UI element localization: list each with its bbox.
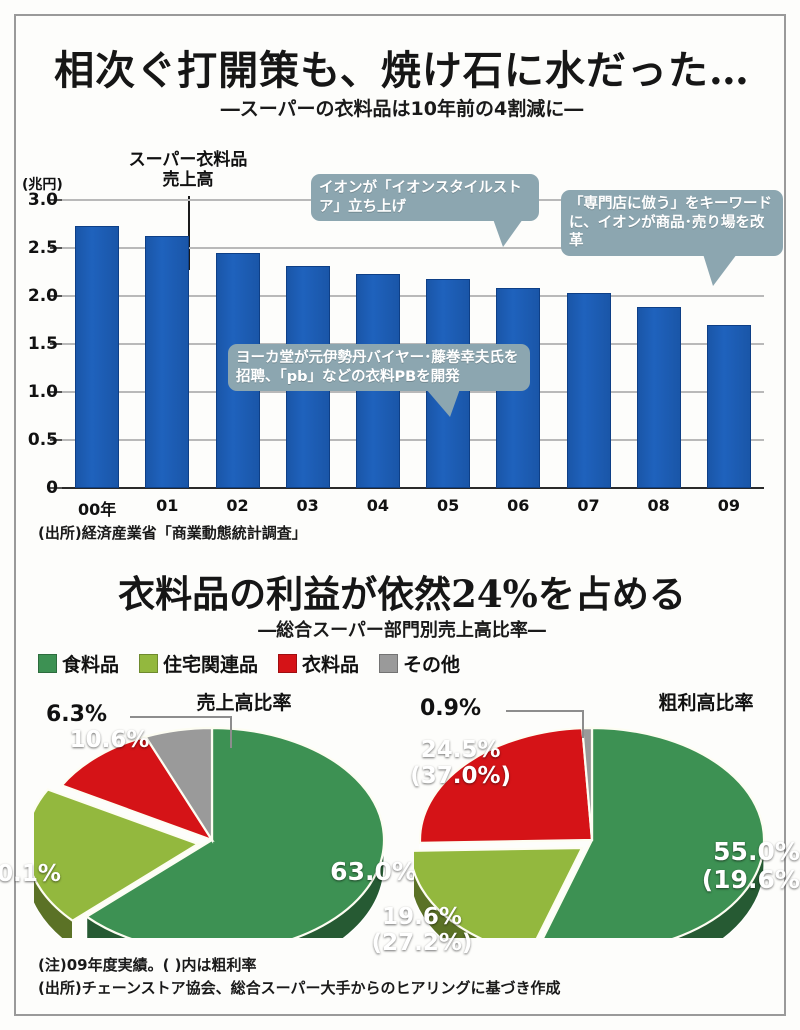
callout-bubble-aeon-reform: 「専門店に倣う」をキーワードに、イオンが商品･売り場を改革 [561,190,783,286]
pie-slice [418,727,594,844]
legend-swatch-icon [278,654,298,673]
callout-bubble-aeon-style-store: イオンが「イオンスタイルストア」立ち上げ [311,174,539,248]
x-axis-tick-label: 06 [507,496,530,515]
legend-label: 住宅関連品 [163,654,259,676]
series-label: スーパー衣料品 売上高 [88,150,288,190]
y-axis-tick-mark [50,199,62,201]
x-axis-line [62,487,764,489]
pie-slices [414,726,766,938]
pie-leader-line-horizontal [506,710,582,712]
legend-swatch-icon [379,654,399,673]
y-axis-tick-label: 2.5 [27,238,58,258]
legend-item-0: 食料品 [38,650,119,677]
pie-slice [541,726,766,938]
y-axis-tick-mark [50,247,62,249]
section1-subheadline: ―スーパーの衣料品は10年前の4割減に― [220,98,584,120]
y-axis-tick-label: 1.5 [27,334,58,354]
pie-title: 粗利高比率 [658,692,754,714]
legend-item-2: 衣料品 [278,650,359,677]
series-label-line1: スーパー衣料品 [128,150,248,170]
pie-slice [84,726,386,938]
legend-swatch-icon [38,654,57,673]
section2-subheadline: ―総合スーパー部門別売上高比率― [258,620,546,641]
y-axis-tick-label: 0 [46,478,58,498]
bar-chart: (兆円) スーパー衣料品 売上高 3.0 2.5 2.0 1.5 1.0 0.5 0 00年 0… [16,134,788,542]
pie-svg [414,726,766,938]
callout-bubble-yokado-pb: ヨーカ堂が元伊勢丹バイヤー･藤巻幸夫氏を招聘、「pb」などの衣料PBを開発 [228,344,530,418]
pie-slice [414,846,584,938]
callout-text-2: 「専門店に倣う」をキーワードに、イオンが商品･売り場を改革 [569,196,772,250]
callout-tail-2 [703,253,737,286]
pie-legend: 食料品 住宅関連品 衣料品 その他 [38,650,460,677]
x-axis-tick-label: 00年 [77,500,117,519]
pie-slices [34,726,386,938]
callout-tail-3 [426,389,460,418]
series-label-line2: 売上高 [162,170,214,191]
legend-item-3: その他 [379,650,460,677]
legend-swatch-icon [139,654,159,673]
legend-label: 食料品 [62,654,120,676]
legend-item-1: 住宅関連品 [139,650,258,677]
section1-source: (出所)経済産業省「商業動態統計調査」 [38,524,307,542]
callout-tail-1 [493,219,523,248]
page-frame: 相次ぐ打開策も、焼け石に水だった… ―スーパーの衣料品は10年前の4割減に― (… [0,14,800,1016]
bar [566,293,611,488]
x-axis-tick-label: 09 [717,496,741,515]
x-axis-tick-label: 03 [296,496,319,515]
x-axis-tick-label: 05 [436,496,460,515]
y-axis-tick-label: 2.0 [27,286,58,306]
legend-label: 衣料品 [302,654,360,676]
y-axis-tick-mark [50,343,62,345]
y-axis-tick-label: 1.0 [27,382,58,402]
x-axis-tick-label: 04 [366,496,390,515]
x-axis-tick-label: 07 [577,496,600,515]
gridline [62,247,764,249]
pie-svg [34,726,386,938]
note-line-2: (出所)チェーンストア協会、総合スーパー大手からのヒアリングに基づき作成 [38,979,561,998]
gridline [62,295,764,297]
y-axis-tick-label: 0.5 [27,430,58,450]
x-axis-tick-label: 01 [156,496,179,515]
gridline [62,439,764,441]
x-axis-tick-label: 08 [647,496,670,515]
pie-slice [34,788,201,922]
x-axis-tick-label: 02 [226,496,249,515]
pie-leader-line-vertical [582,710,584,738]
y-axis-tick-mark [50,391,62,393]
note-line-1: (注)09年度実績。( )内は粗利率 [38,956,257,974]
section2-headline: 衣料品の利益が依然24%を占める [118,572,686,616]
bar [75,225,120,488]
y-axis-tick-mark [50,439,62,441]
y-axis-unit-label: (兆円) [22,177,63,193]
pie-outside-label: 0.9% [420,696,482,721]
y-axis-tick-mark [50,295,62,297]
y-axis-tick-mark [50,487,62,489]
section1-headline: 相次ぐ打開策も、焼け石に水だった… [54,47,750,94]
pie-title: 売上高比率 [196,692,292,714]
legend-label: その他 [403,654,461,676]
pie-slice [143,726,214,844]
pie-chart-1: 粗利高比率55.0%(19.6%)19.6%(27.2%)24.5%(37.0%… [372,688,800,955]
bar [145,235,190,488]
bar [706,324,751,488]
section2-notes: (注)09年度実績。( )内は粗利率 (出所)チェーンストア協会、総合スーパー大… [38,954,561,1001]
pie-slice [59,735,215,843]
series-leader-line [188,196,190,270]
pie-leader-line-vertical [230,716,232,748]
gridline [62,391,764,393]
bar [636,306,681,488]
pie-outside-label: 6.3% [46,702,108,727]
y-axis-tick-label: 3.0 [27,190,58,210]
callout-text-1: イオンが「イオンスタイルストア」立ち上げ [319,180,522,215]
callout-text-3: ヨーカ堂が元伊勢丹バイヤー･藤巻幸夫氏を招聘、「pb」などの衣料PBを開発 [236,350,519,385]
pie-leader-line-horizontal [130,716,230,718]
